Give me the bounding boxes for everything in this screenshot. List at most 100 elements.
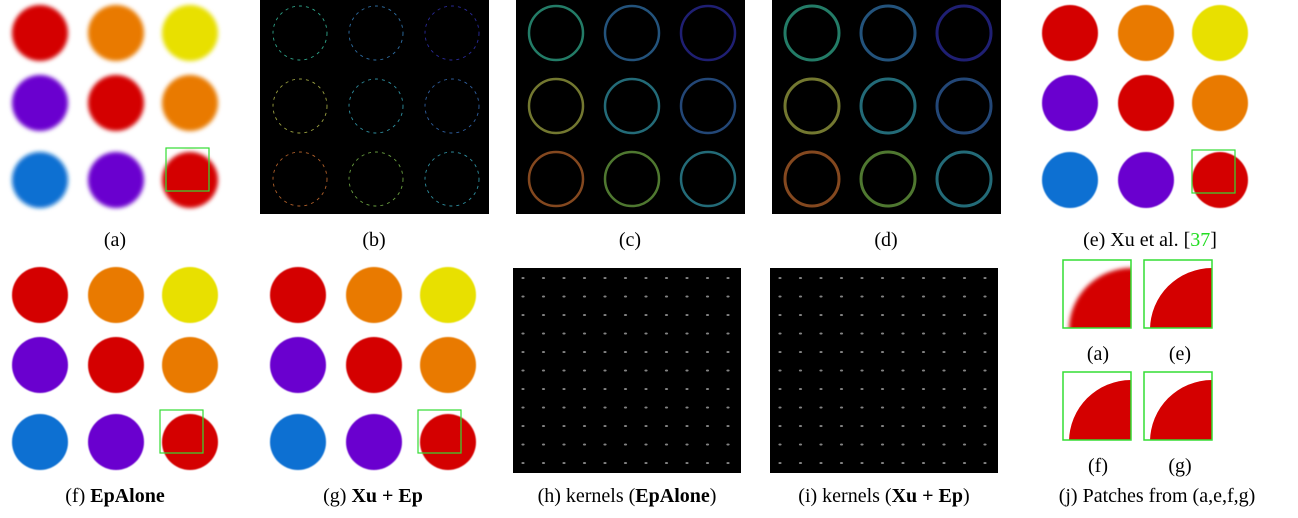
kernel xyxy=(685,425,688,427)
kernel xyxy=(983,370,986,372)
kernel xyxy=(860,407,863,409)
kernel xyxy=(963,425,966,427)
disk xyxy=(12,414,68,470)
kernel xyxy=(562,388,565,390)
kernel xyxy=(840,351,843,353)
dark-panel xyxy=(772,0,1001,214)
kernel xyxy=(983,425,986,427)
kernel xyxy=(963,444,966,446)
kernel xyxy=(644,277,647,279)
kernel xyxy=(778,370,781,372)
caption-part: Xu + Ep xyxy=(892,485,963,507)
caption-part: (d) xyxy=(874,229,897,251)
kernel xyxy=(583,370,586,372)
kernel xyxy=(685,333,688,335)
kernel xyxy=(562,370,565,372)
kernel xyxy=(778,425,781,427)
caption: (g) Xu + Ep xyxy=(323,485,423,507)
kernel xyxy=(644,407,647,409)
kernel xyxy=(603,277,606,279)
disk xyxy=(1042,152,1098,208)
kernel xyxy=(542,333,545,335)
kernel xyxy=(562,407,565,409)
kernel xyxy=(778,351,781,353)
kernel xyxy=(706,296,709,298)
kernel xyxy=(860,277,863,279)
kernel xyxy=(942,407,945,409)
kernel xyxy=(521,407,524,409)
kernel xyxy=(881,351,884,353)
caption-part: (g) xyxy=(323,485,351,507)
disk xyxy=(162,337,218,393)
disk xyxy=(162,152,218,208)
disk xyxy=(88,75,144,131)
kernel xyxy=(819,444,822,446)
kernel xyxy=(706,351,709,353)
kernel xyxy=(922,277,925,279)
kernel xyxy=(983,277,986,279)
kernel xyxy=(819,277,822,279)
kernel xyxy=(583,296,586,298)
patch-label: (g) xyxy=(1168,455,1191,477)
kernel xyxy=(901,462,904,464)
kernel xyxy=(901,277,904,279)
disk xyxy=(270,267,326,323)
kernel xyxy=(799,314,802,316)
kernel xyxy=(603,314,606,316)
disk xyxy=(12,337,68,393)
kernel xyxy=(624,462,627,464)
kernel xyxy=(881,388,884,390)
disk xyxy=(1192,152,1248,208)
kernel xyxy=(726,333,729,335)
kernel xyxy=(819,370,822,372)
kernel xyxy=(922,333,925,335)
kernel xyxy=(521,462,524,464)
kernel xyxy=(542,314,545,316)
patch-label: (f) xyxy=(1088,455,1108,477)
kernel xyxy=(963,370,966,372)
disk xyxy=(162,5,218,61)
kernel xyxy=(665,388,668,390)
kernel xyxy=(665,407,668,409)
caption: (b) xyxy=(362,229,385,251)
disk xyxy=(346,267,402,323)
kernel xyxy=(603,388,606,390)
disk xyxy=(88,5,144,61)
patch-label: (a) xyxy=(1087,343,1109,365)
disk xyxy=(420,267,476,323)
disk xyxy=(1192,75,1248,131)
kernel xyxy=(860,296,863,298)
kernel xyxy=(840,370,843,372)
panels xyxy=(12,0,1274,504)
kernel xyxy=(521,277,524,279)
caption: (j) Patches from (a,e,f,g) xyxy=(1059,485,1256,507)
kernel xyxy=(963,351,966,353)
kernel xyxy=(819,351,822,353)
kernel xyxy=(799,388,802,390)
disk xyxy=(1192,5,1248,61)
kernel xyxy=(860,333,863,335)
kernel xyxy=(726,444,729,446)
kernel xyxy=(644,333,647,335)
caption: (d) xyxy=(874,229,897,251)
kernel xyxy=(624,351,627,353)
kernel xyxy=(706,444,709,446)
kernel xyxy=(819,314,822,316)
kernel xyxy=(819,333,822,335)
disk xyxy=(1118,152,1174,208)
kernel xyxy=(726,425,729,427)
kernel xyxy=(983,462,986,464)
kernel xyxy=(624,277,627,279)
kernel xyxy=(881,333,884,335)
kernel xyxy=(685,370,688,372)
kernel xyxy=(624,444,627,446)
kernel xyxy=(922,407,925,409)
disk xyxy=(12,152,68,208)
disk xyxy=(88,267,144,323)
kernel xyxy=(778,314,781,316)
kernel xyxy=(840,277,843,279)
caption-part: (c) xyxy=(619,229,641,251)
kernel xyxy=(685,314,688,316)
kernel xyxy=(562,462,565,464)
kernel xyxy=(901,444,904,446)
